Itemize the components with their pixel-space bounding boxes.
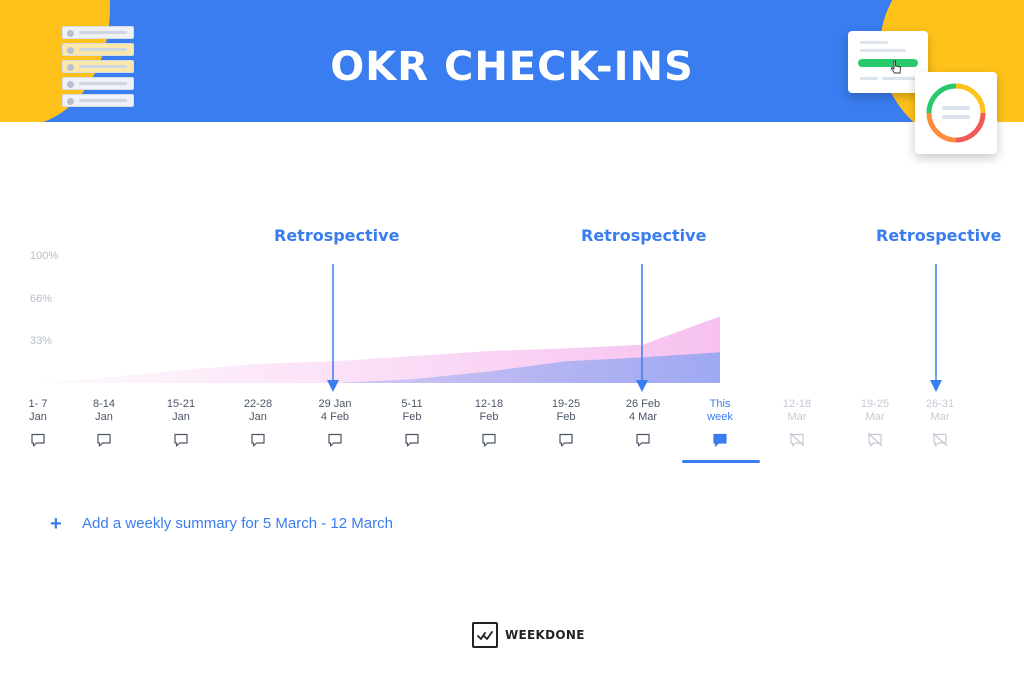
week-column-future: 12-18 Mar [767,398,827,447]
week-column[interactable]: 15-21 Jan [151,398,211,447]
week-range: 29 Jan [318,398,352,410]
week-range: 26 Feb [625,398,661,410]
week-month: Mar [865,411,885,423]
weekdone-logo-icon [472,622,498,648]
progress-card-illustration-icon [848,31,928,93]
week-month: Mar [930,411,950,423]
comment-icon[interactable] [404,432,420,448]
retrospective-label: Retrospective [876,226,1002,245]
week-range: 8-14 [92,398,116,410]
week-range: 15-21 [166,398,196,410]
week-month: 4 Mar [628,411,658,423]
comment-icon[interactable] [96,432,112,448]
add-weekly-summary-label[interactable]: Add a weekly summary for 5 March - 12 Ma… [82,515,393,532]
page-title: OKR CHECK-INS [330,44,694,90]
comment-icon[interactable] [250,432,266,448]
comment-icon[interactable] [558,432,574,448]
week-range: 26-31 [925,398,955,410]
week-month: Jan [29,411,47,423]
brand-name: WEEKDONE [505,628,585,642]
week-column[interactable]: 8-14 Jan [74,398,134,447]
comment-disabled-icon [932,432,948,447]
week-range: 22-28 [243,398,273,410]
week-month: Mar [787,411,807,423]
week-column-future: 19-25 Mar [845,398,905,447]
comment-disabled-icon [867,432,883,447]
week-column-future: 26-31 Mar [910,398,970,447]
comment-icon[interactable] [30,432,46,448]
week-column[interactable]: 29 Jan 4 Feb [305,398,365,447]
week-month: Jan [95,411,113,423]
comment-icon[interactable] [327,432,343,448]
week-column[interactable]: 5-11 Feb [382,398,442,447]
week-month: Feb [556,411,576,423]
y-axis-tick: 100% [30,250,59,262]
retrospective-label: Retrospective [274,226,400,245]
checklist-illustration-icon [62,26,136,110]
week-month: week [707,411,733,423]
week-range: 19-25 [860,398,890,410]
week-column[interactable]: 19-25 Feb [536,398,596,447]
donut-chart-illustration-icon [915,72,997,154]
comment-filled-icon[interactable] [712,432,728,448]
week-column[interactable]: 26 Feb 4 Mar [613,398,673,447]
comment-icon[interactable] [173,432,189,448]
comment-icon[interactable] [635,432,651,448]
week-column[interactable]: 12-18 Feb [459,398,519,447]
week-range: 5-11 [401,398,423,410]
week-column[interactable]: 1- 7 Jan [8,398,68,447]
week-column[interactable]: 22-28 Jan [228,398,288,447]
week-range: 12-18 [782,398,812,410]
comment-disabled-icon [789,432,805,447]
week-range: 12-18 [474,398,504,410]
plus-icon[interactable]: + [50,513,62,535]
retrospective-label: Retrospective [581,226,707,245]
week-month: Jan [249,411,267,423]
week-range: 19-25 [551,398,581,410]
y-axis-tick: 33% [30,335,53,347]
week-month: Jan [172,411,190,423]
week-range: 1- 7 [28,398,48,410]
hand-cursor-icon [890,60,901,74]
week-month: 4 Feb [320,411,350,423]
week-month: Feb [402,411,422,423]
week-month: Feb [479,411,499,423]
y-axis-tick: 66% [30,293,53,305]
series-area-blue [38,352,720,383]
current-week-indicator [682,460,760,463]
comment-icon[interactable] [481,432,497,448]
week-column-current[interactable]: This week [690,398,750,447]
week-range: This [709,398,731,410]
